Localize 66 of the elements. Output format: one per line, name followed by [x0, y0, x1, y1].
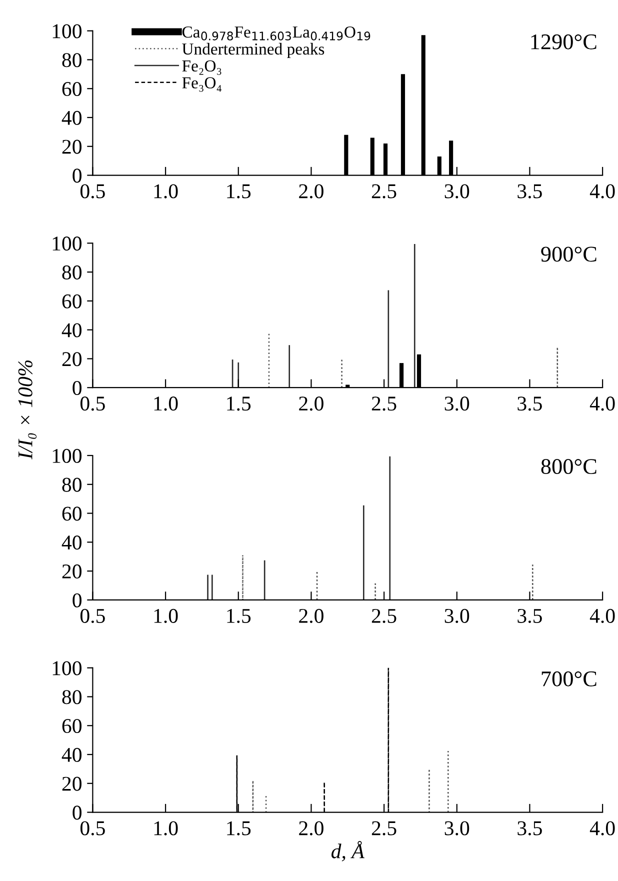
x-tick-label: 0.5 — [80, 821, 105, 836]
x-tick-label: 1.5 — [227, 184, 251, 198]
x-tick-label: 1.0 — [154, 184, 178, 198]
x-tick-label: 4.0 — [590, 396, 615, 411]
x-tick-label: 2.0 — [299, 821, 324, 836]
x-tick-label: 4.0 — [590, 184, 615, 198]
y-tick-label: 0 — [72, 380, 82, 396]
y-tick-label: 40 — [62, 110, 82, 125]
y-tick-label: 20 — [62, 352, 82, 366]
x-tick-label: 3.5 — [518, 396, 542, 411]
x-tick-label: 3.0 — [444, 396, 470, 411]
annotation: 800°C — [541, 459, 596, 474]
y-tick-label: 80 — [62, 53, 82, 68]
x-tick-label: 3.0 — [444, 184, 470, 198]
y-tick-label: 20 — [62, 564, 82, 578]
y-tick-label: 40 — [62, 536, 82, 550]
annotation: 900°C — [541, 246, 596, 262]
x-tick-label: 2.5 — [372, 608, 396, 624]
y-tick-label: 60 — [62, 506, 82, 521]
y-tick-label: 100 — [52, 236, 82, 251]
y-tick-label: 60 — [62, 718, 82, 734]
x-tick-label: 3.5 — [518, 608, 542, 624]
y-tick-label: 100 — [52, 661, 82, 676]
annotation: 700°C — [542, 671, 596, 686]
legend-label: Undertermined peaks — [182, 42, 324, 58]
x-tick-label: 2.5 — [372, 821, 396, 836]
y-tick-label: 20 — [62, 140, 82, 154]
legend-label: Fe₃O₄ — [182, 77, 222, 92]
y-tick-label: 60 — [62, 82, 82, 96]
y-tick-label: 40 — [62, 748, 82, 762]
annotation: 1290°C — [531, 34, 596, 50]
x-tick-label: 2.0 — [299, 608, 324, 624]
x-tick-label: 4.0 — [590, 608, 615, 624]
x-tick-label: 1.5 — [227, 821, 251, 836]
x-tick-label: 2.5 — [372, 184, 396, 198]
x-tick-label: 3.5 — [518, 184, 542, 198]
x-tick-label: 0.5 — [80, 184, 105, 198]
x-tick-label: 2.0 — [299, 184, 324, 198]
y-tick-label: 80 — [62, 265, 82, 280]
x-tick-label: 2.5 — [372, 396, 396, 411]
y-tick-label: 40 — [62, 323, 82, 338]
legend-label: Fe₂O₃ — [182, 60, 222, 75]
y-tick-label: 80 — [62, 478, 82, 492]
y-tick-label: 100 — [52, 448, 82, 463]
x-tick-label: 3.5 — [518, 821, 542, 836]
x-tick-label: 1.0 — [154, 608, 178, 624]
x-tick-label: 2.0 — [299, 396, 324, 411]
y-axis-title: I/I₀ × 100% — [18, 360, 37, 460]
legend-label: Ca$_{0.978}$Fe$_{11.603}$La$_{0.419}$O$_{19}$ — [182, 26, 370, 40]
x-tick-label: 0.5 — [80, 396, 105, 411]
x-axis-title: d, Å — [331, 841, 364, 862]
y-tick-label: 0 — [72, 593, 82, 608]
y-tick-label: 60 — [62, 294, 82, 308]
x-tick-label: 1.0 — [154, 821, 178, 836]
x-tick-label: 1.5 — [227, 396, 251, 411]
x-tick-label: 3.0 — [444, 821, 470, 836]
x-tick-label: 1.5 — [227, 608, 251, 624]
y-tick-label: 0 — [72, 806, 82, 820]
y-tick-label: 100 — [52, 24, 82, 38]
x-tick-label: 0.5 — [80, 608, 105, 624]
x-tick-label: 3.0 — [444, 608, 470, 624]
y-tick-label: 80 — [62, 690, 82, 704]
x-tick-label: 1.0 — [154, 396, 178, 411]
x-tick-label: 4.0 — [590, 821, 615, 836]
y-tick-label: 20 — [62, 776, 82, 791]
y-tick-label: 0 — [72, 168, 82, 183]
